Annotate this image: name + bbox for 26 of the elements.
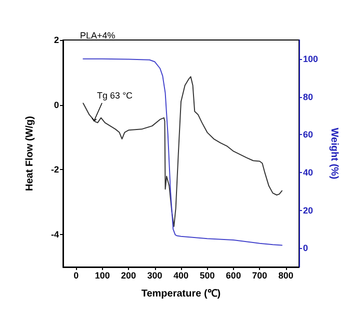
y-tick-label: -4 bbox=[50, 230, 59, 240]
y2-tick-label: 20 bbox=[303, 205, 314, 216]
x-tick-label: 200 bbox=[121, 270, 136, 280]
y2-axis-title: Weight (%) bbox=[328, 128, 340, 180]
x-tick-label: 100 bbox=[94, 270, 110, 280]
y-axis-title: Heat Flow (W/g) bbox=[24, 116, 36, 191]
x-tick-label: 0 bbox=[74, 270, 79, 280]
x-axis-title: Temperature (℃) bbox=[141, 288, 221, 300]
y2-tick-label: 0 bbox=[303, 243, 308, 254]
x-tick-label: 600 bbox=[226, 270, 241, 280]
y2-tick-label: 60 bbox=[303, 130, 314, 140]
x-tick-label: 700 bbox=[252, 270, 268, 280]
chart-title: PLA+4% bbox=[80, 30, 116, 40]
x-tick-label: 800 bbox=[278, 270, 294, 280]
y-tick-label: -2 bbox=[50, 164, 59, 175]
y-tick-label: 2 bbox=[54, 35, 59, 45]
y-tick-label: 0 bbox=[54, 100, 59, 110]
line-series bbox=[82, 58, 282, 246]
x-tick-label: 400 bbox=[173, 270, 189, 280]
y2-tick-label: 40 bbox=[303, 167, 314, 178]
x-tick-label: 300 bbox=[147, 270, 162, 280]
line-series bbox=[82, 76, 282, 227]
y2-tick-label: 100 bbox=[303, 54, 318, 64]
annotation: Tg 63 °C bbox=[96, 90, 134, 101]
x-tick-label: 500 bbox=[200, 270, 215, 280]
y2-tick-label: 80 bbox=[303, 92, 314, 102]
